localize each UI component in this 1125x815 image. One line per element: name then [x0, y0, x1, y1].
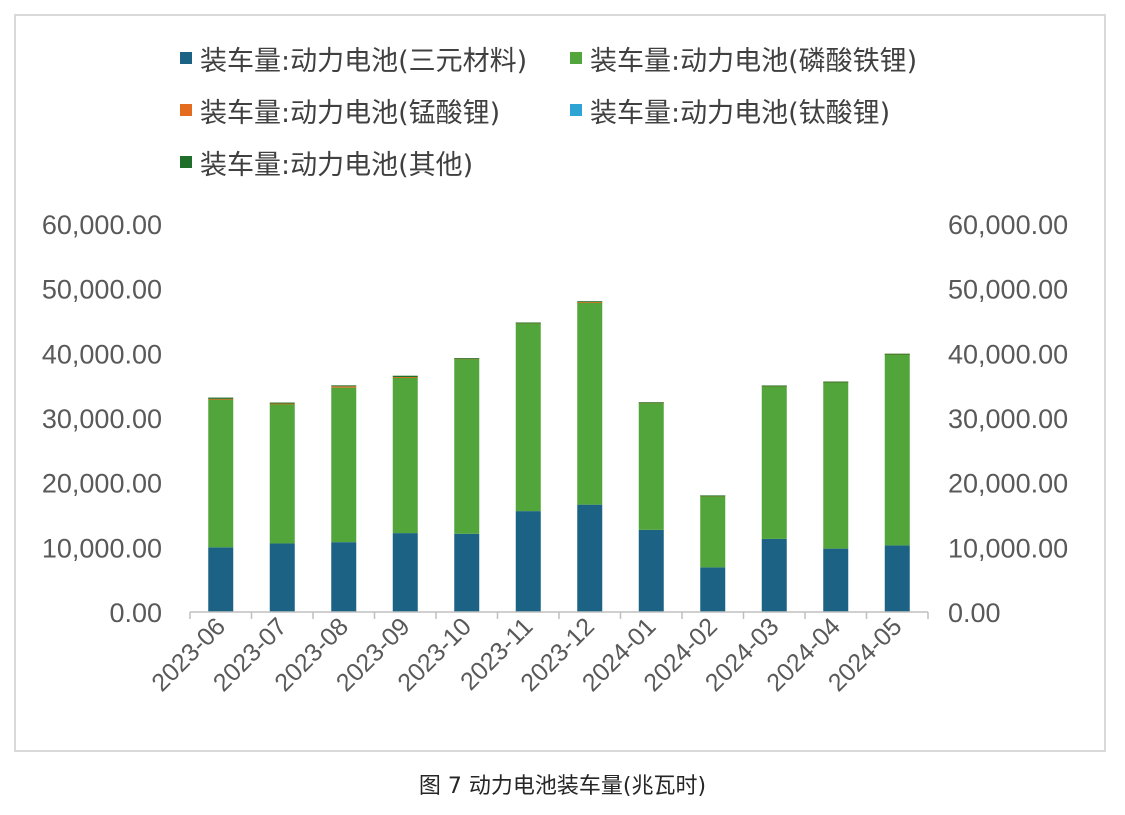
- y-tick-label-right: 20,000.00: [948, 469, 1068, 499]
- bar-segment-ncm: [269, 543, 295, 612]
- bar-segment-other: [761, 385, 787, 387]
- bar-segment-other: [700, 495, 726, 497]
- y-tick-label-right: 60,000.00: [948, 210, 1068, 240]
- bar-segment-ncm: [638, 529, 664, 612]
- y-tick-label-left: 50,000.00: [42, 275, 162, 305]
- bar-segment-lfp: [700, 495, 726, 568]
- legend-item-lmo: 装车量:动力电池(锰酸锂): [180, 90, 500, 130]
- legend-swatch-ncm: [180, 52, 192, 64]
- bar-segment-other: [823, 381, 849, 383]
- y-tick-label-left: 0.00: [109, 598, 162, 628]
- bar-segment-lfp: [638, 402, 664, 530]
- bar-segment-lfp: [454, 358, 480, 534]
- y-tick-label-right: 30,000.00: [948, 404, 1068, 434]
- bar-segment-other: [577, 301, 603, 303]
- bar-segment-ncm: [823, 548, 849, 612]
- y-tick-label-left: 40,000.00: [42, 339, 162, 369]
- bar-segment-lfp: [884, 353, 910, 546]
- bar-segment-lfp: [208, 399, 234, 548]
- y-tick-label-left: 60,000.00: [42, 210, 162, 240]
- y-tick-label-left: 10,000.00: [42, 533, 162, 563]
- legend-item-ncm: 装车量:动力电池(三元材料): [180, 38, 527, 78]
- bar-segment-other: [884, 353, 910, 355]
- bar-segment-ncm: [577, 504, 603, 612]
- legend-item-other: 装车量:动力电池(其他): [180, 142, 473, 182]
- legend-item-lfp: 装车量:动力电池(磷酸铁锂): [570, 38, 917, 78]
- bar-segment-lfp: [823, 381, 849, 549]
- legend-swatch-lfp: [570, 52, 582, 64]
- legend-label-ncm: 装车量:动力电池(三元材料): [200, 45, 528, 77]
- bar-segment-other: [515, 322, 541, 324]
- legend-label-other: 装车量:动力电池(其他): [200, 149, 474, 181]
- bar-segment-ncm: [761, 538, 787, 612]
- legend-item-lto: 装车量:动力电池(钛酸锂): [570, 90, 890, 130]
- y-tick-label-right: 50,000.00: [948, 275, 1068, 305]
- bar-segment-lfp: [761, 385, 787, 539]
- bar-segment-lmo: [577, 301, 603, 303]
- legend-label-lfp: 装车量:动力电池(磷酸铁锂): [590, 45, 918, 77]
- bar-segment-lfp: [331, 387, 357, 543]
- bar-segment-ncm: [700, 567, 726, 612]
- bar-segment-lmo: [392, 377, 418, 378]
- bar-segment-lfp: [577, 302, 603, 505]
- bar-segment-lfp: [515, 322, 541, 512]
- y-tick-label-right: 10,000.00: [948, 533, 1068, 563]
- legend-swatch-lmo: [180, 104, 192, 116]
- legend-label-lmo: 装车量:动力电池(锰酸锂): [200, 97, 501, 129]
- y-tick-label-right: 0.00: [948, 598, 1001, 628]
- legend-swatch-other: [180, 156, 192, 168]
- y-tick-label-right: 40,000.00: [948, 339, 1068, 369]
- bar-segment-other: [269, 402, 295, 404]
- bar-segment-other: [208, 397, 234, 399]
- chart-frame: [14, 14, 1106, 752]
- bar-segment-lfp: [392, 377, 418, 534]
- bar-segment-ncm: [515, 511, 541, 612]
- bar-segment-lfp: [269, 403, 295, 544]
- figure-caption: 图 7 动力电池装车量(兆瓦时): [418, 774, 707, 799]
- bar-segment-ncm: [392, 533, 418, 612]
- y-tick-label-left: 30,000.00: [42, 404, 162, 434]
- bar-segment-lmo: [208, 398, 234, 400]
- bar-segment-other: [331, 385, 357, 387]
- bar-segment-other: [638, 402, 664, 404]
- bar-segment-other: [454, 358, 480, 359]
- bar-segment-ncm: [884, 545, 910, 612]
- bar-segment-lmo: [331, 386, 357, 388]
- bar-segment-ncm: [454, 533, 480, 612]
- legend-swatch-lto: [570, 104, 582, 116]
- legend-label-lto: 装车量:动力电池(钛酸锂): [590, 97, 891, 129]
- bar-segment-ncm: [331, 542, 357, 612]
- y-tick-label-left: 20,000.00: [42, 469, 162, 499]
- bar-segment-other: [392, 375, 418, 378]
- bar-segment-ncm: [208, 547, 234, 612]
- bar-segment-lmo: [269, 403, 295, 405]
